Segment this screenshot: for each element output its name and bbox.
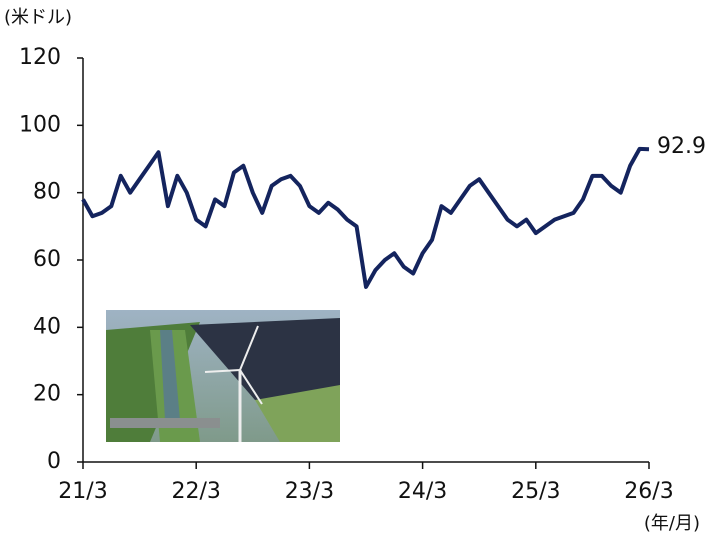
y-axis-label: (米ドル): [4, 7, 72, 28]
x-tick-label: 24/3: [398, 479, 447, 504]
x-tick-label: 22/3: [171, 479, 220, 504]
y-tick-label: 20: [33, 382, 61, 407]
y-tick-label: 0: [47, 449, 61, 474]
line-series: [81, 146, 650, 289]
y-tick-label: 40: [33, 314, 61, 339]
y-tick-label: 120: [19, 45, 61, 70]
y-tick-label: 60: [33, 247, 61, 272]
x-tick-label: 23/3: [285, 479, 334, 504]
photo: [106, 310, 340, 442]
y-tick-label: 100: [19, 112, 61, 137]
end-value-label: 92.9: [657, 134, 706, 159]
x-tick-label: 25/3: [511, 479, 560, 504]
x-axis-label: (年/月): [644, 513, 700, 534]
x-tick-label: 21/3: [58, 479, 107, 504]
x-tick-label: 26/3: [624, 479, 673, 504]
y-tick-label: 80: [33, 180, 61, 205]
